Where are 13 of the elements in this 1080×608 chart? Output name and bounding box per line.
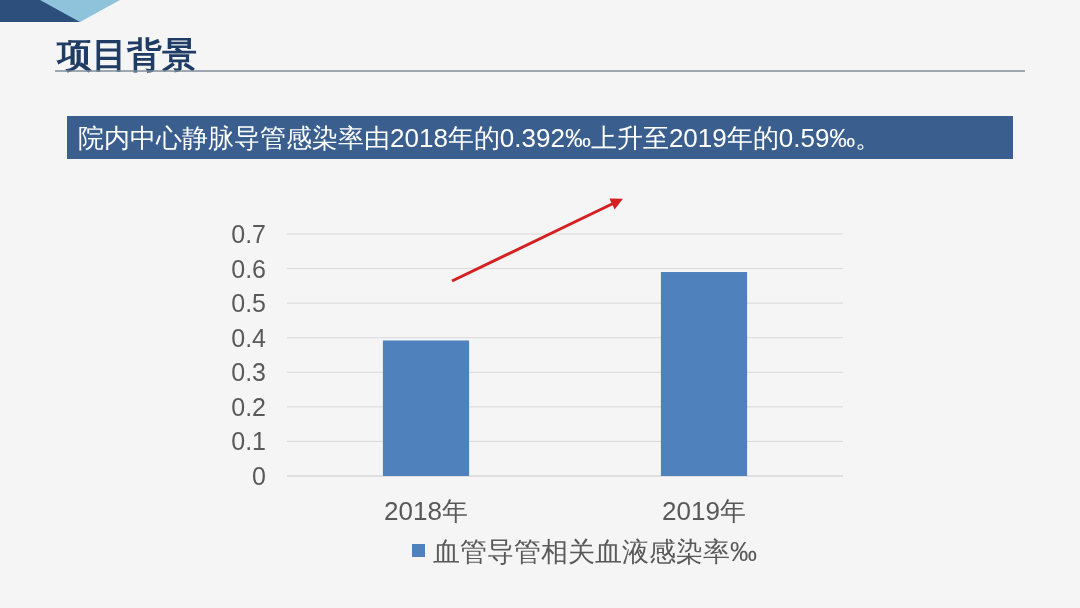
y-tick-label: 0.5	[231, 289, 266, 318]
chart-subtitle: 院内中心静脉导管感染率由2018年的0.392‰上升至2019年的0.59‰。	[78, 123, 882, 153]
y-tick-label: 0.3	[231, 358, 266, 387]
x-tick-label: 2019年	[662, 496, 746, 526]
y-tick-label: 0.1	[231, 427, 266, 456]
y-tick-label: 0.6	[231, 254, 266, 283]
chart-title: 项目背景	[56, 35, 197, 74]
y-tick-label: 0	[252, 462, 266, 490]
y-tick-label: 0.4	[231, 323, 267, 352]
y-tick-label: 0.2	[231, 392, 266, 421]
y-tick-label: 0.7	[231, 220, 266, 248]
x-tick-label: 2018年	[384, 496, 468, 526]
legend-label: 血管导管相关血液感染率‰	[433, 537, 757, 567]
